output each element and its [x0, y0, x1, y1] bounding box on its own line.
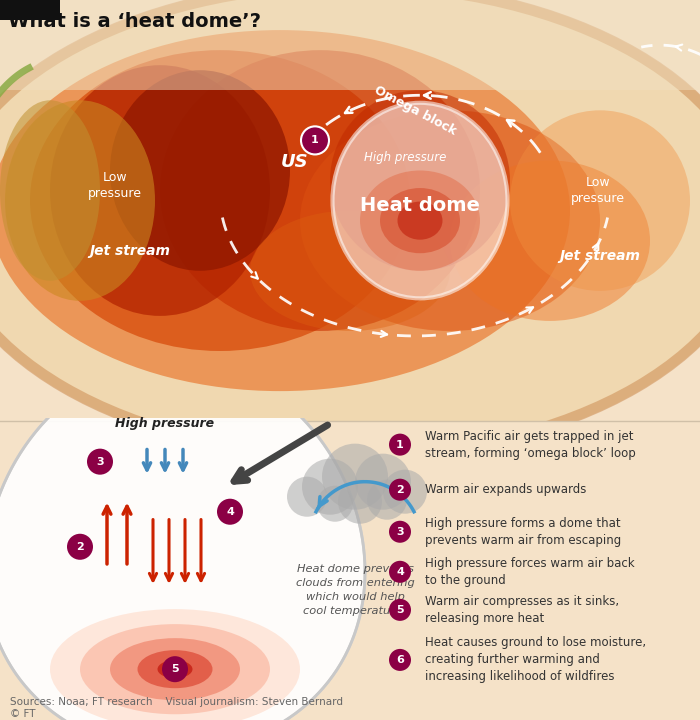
Text: Sources: Noaa; FT research    Visual journalism: Steven Bernard: Sources: Noaa; FT research Visual journa…: [10, 697, 343, 707]
Circle shape: [317, 486, 353, 522]
Text: High pressure: High pressure: [364, 151, 446, 164]
Text: Warm air compresses as it sinks,
releasing more heat: Warm air compresses as it sinks, releasi…: [425, 595, 619, 625]
Circle shape: [287, 477, 327, 517]
Text: 4: 4: [226, 507, 234, 517]
Circle shape: [67, 534, 93, 559]
Text: High pressure forces warm air back
to the ground: High pressure forces warm air back to th…: [425, 557, 635, 587]
Text: Low
pressure: Low pressure: [88, 171, 142, 200]
Text: What is a ‘heat dome’?: What is a ‘heat dome’?: [8, 12, 261, 31]
Circle shape: [389, 433, 411, 456]
Ellipse shape: [50, 66, 270, 316]
Ellipse shape: [0, 30, 570, 391]
Ellipse shape: [398, 202, 442, 240]
Ellipse shape: [510, 110, 690, 291]
Circle shape: [162, 656, 188, 683]
Text: Omega block: Omega block: [372, 84, 459, 138]
Circle shape: [355, 454, 411, 510]
Text: High pressure forms a dome that
prevents warm air from escaping: High pressure forms a dome that prevents…: [425, 517, 622, 546]
Text: Warm Pacific air gets trapped in jet
stream, forming ‘omega block’ loop: Warm Pacific air gets trapped in jet str…: [425, 430, 636, 459]
Text: Heat causes ground to lose moisture,
creating further warming and
increasing lik: Heat causes ground to lose moisture, cre…: [425, 636, 646, 683]
Ellipse shape: [380, 188, 460, 253]
Polygon shape: [0, 361, 365, 720]
Ellipse shape: [5, 100, 155, 301]
Ellipse shape: [137, 650, 213, 688]
Circle shape: [389, 599, 411, 621]
Text: Heat dome: Heat dome: [360, 196, 480, 215]
Ellipse shape: [0, 100, 100, 281]
Bar: [0, 0, 700, 90]
Ellipse shape: [80, 624, 270, 714]
Circle shape: [302, 459, 358, 515]
Ellipse shape: [158, 660, 192, 678]
Text: © FT: © FT: [10, 709, 36, 719]
Ellipse shape: [330, 90, 510, 271]
Circle shape: [87, 449, 113, 474]
Text: Jet stream: Jet stream: [90, 243, 171, 258]
Text: 6: 6: [396, 655, 404, 665]
Text: 1: 1: [396, 440, 404, 449]
Text: Jet stream: Jet stream: [559, 248, 640, 263]
Ellipse shape: [450, 161, 650, 321]
Ellipse shape: [50, 609, 300, 720]
Text: Heat dome prevents
clouds from entering
which would help
cool temperatures: Heat dome prevents clouds from entering …: [295, 564, 414, 616]
Circle shape: [367, 480, 407, 520]
Text: 5: 5: [396, 605, 404, 615]
Ellipse shape: [0, 0, 700, 462]
Text: 3: 3: [96, 456, 104, 467]
Ellipse shape: [110, 70, 290, 271]
Text: 5: 5: [172, 664, 178, 674]
Circle shape: [338, 480, 382, 523]
Text: Low
pressure: Low pressure: [571, 176, 625, 205]
Text: 4: 4: [396, 567, 404, 577]
Text: US: US: [281, 153, 309, 171]
Circle shape: [389, 479, 411, 500]
Text: 3: 3: [396, 527, 404, 536]
Circle shape: [389, 649, 411, 671]
Circle shape: [322, 444, 388, 510]
Circle shape: [301, 127, 329, 154]
Circle shape: [389, 521, 411, 543]
Circle shape: [389, 561, 411, 582]
Ellipse shape: [300, 110, 600, 331]
Circle shape: [383, 469, 427, 514]
Ellipse shape: [160, 50, 480, 331]
Text: Warm air expands upwards: Warm air expands upwards: [425, 483, 587, 496]
Bar: [0, 0, 60, 20]
Ellipse shape: [30, 50, 410, 351]
Circle shape: [217, 499, 243, 525]
Text: High pressure: High pressure: [116, 417, 215, 430]
Ellipse shape: [332, 103, 508, 298]
Text: 1: 1: [311, 135, 319, 145]
Ellipse shape: [250, 210, 450, 331]
Text: 2: 2: [76, 541, 84, 552]
Text: 2: 2: [396, 485, 404, 495]
Ellipse shape: [360, 171, 480, 271]
Ellipse shape: [110, 638, 240, 701]
